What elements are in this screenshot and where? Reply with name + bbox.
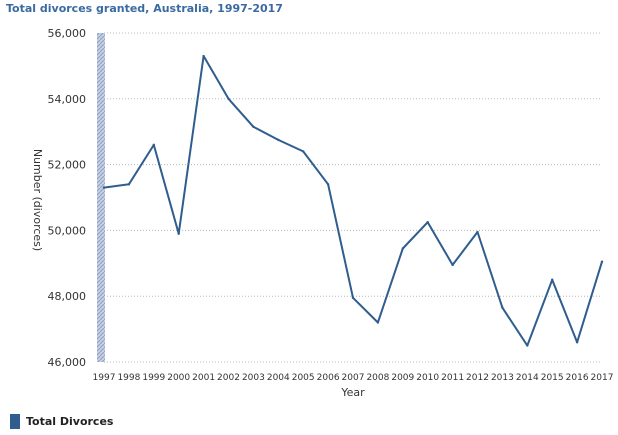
x-tick-label: 2013 [491, 373, 514, 383]
data-point [177, 232, 180, 235]
x-tick-label: 2011 [441, 373, 464, 383]
data-point [575, 341, 579, 344]
y-axis-label: Number (divorces) [31, 149, 44, 251]
gridlines [104, 32, 602, 363]
data-point [401, 247, 404, 250]
y-tick-labels: 46,000 48,000 50,000 52,000 54,000 56,000 [48, 27, 87, 369]
x-tick-label: 2016 [566, 373, 589, 383]
y-tick-label: 56,000 [48, 27, 87, 40]
x-tick-label: 2014 [516, 373, 539, 383]
x-tick-label: 2000 [167, 373, 190, 383]
data-point [326, 183, 330, 186]
x-tick-label: 2001 [192, 373, 215, 383]
data-point [277, 138, 280, 142]
data-point [351, 296, 355, 300]
x-tick-labels: 1997 1998 1999 2000 2001 2002 2003 2004 2005 2006… [93, 373, 614, 383]
data-point [376, 321, 380, 324]
x-tick-label: 1999 [142, 373, 165, 383]
data-point [152, 143, 155, 147]
x-tick-label: 2002 [217, 373, 240, 383]
data-point [501, 306, 504, 309]
x-tick-label: 2009 [391, 373, 414, 383]
x-tick-label: 2017 [591, 373, 614, 383]
data-point [202, 54, 205, 58]
x-tick-label: 2012 [466, 373, 489, 383]
y-tick-label: 54,000 [48, 93, 87, 106]
data-point [252, 125, 255, 128]
x-tick-label: 2007 [342, 373, 365, 383]
data-point [526, 344, 529, 347]
series-line [103, 55, 603, 347]
legend-label: Total Divorces [26, 415, 114, 428]
data-point [426, 220, 429, 224]
y-tick-label: 48,000 [48, 290, 87, 303]
data-point [451, 263, 454, 267]
x-tick-label: 1998 [117, 373, 140, 383]
data-point [227, 97, 230, 101]
x-tick-label: 2008 [366, 373, 389, 383]
x-tick-label: 1997 [93, 373, 116, 383]
x-tick-label: 2015 [541, 373, 564, 383]
data-point [302, 150, 305, 153]
data-point [476, 230, 479, 234]
chart-title: Total divorces granted, Australia, 1997-… [6, 2, 283, 15]
series-lines [102, 54, 604, 347]
data-point [102, 186, 106, 189]
data-point [551, 278, 554, 281]
y-tick-label: 52,000 [48, 159, 87, 172]
x-tick-label: 2003 [242, 373, 265, 383]
y-axis-bar [97, 33, 105, 362]
x-tick-label: 2004 [267, 373, 290, 383]
x-tick-label: 2005 [292, 373, 315, 383]
data-point [600, 260, 604, 263]
x-tick-label: 2006 [317, 373, 340, 383]
y-tick-label: 50,000 [48, 224, 87, 237]
legend-swatch [10, 414, 20, 429]
legend: Total Divorces [10, 414, 113, 429]
x-tick-label: 2010 [416, 373, 439, 383]
data-point [127, 183, 131, 186]
y-tick-label: 46,000 [48, 356, 87, 369]
x-axis-label: Year [340, 386, 365, 399]
